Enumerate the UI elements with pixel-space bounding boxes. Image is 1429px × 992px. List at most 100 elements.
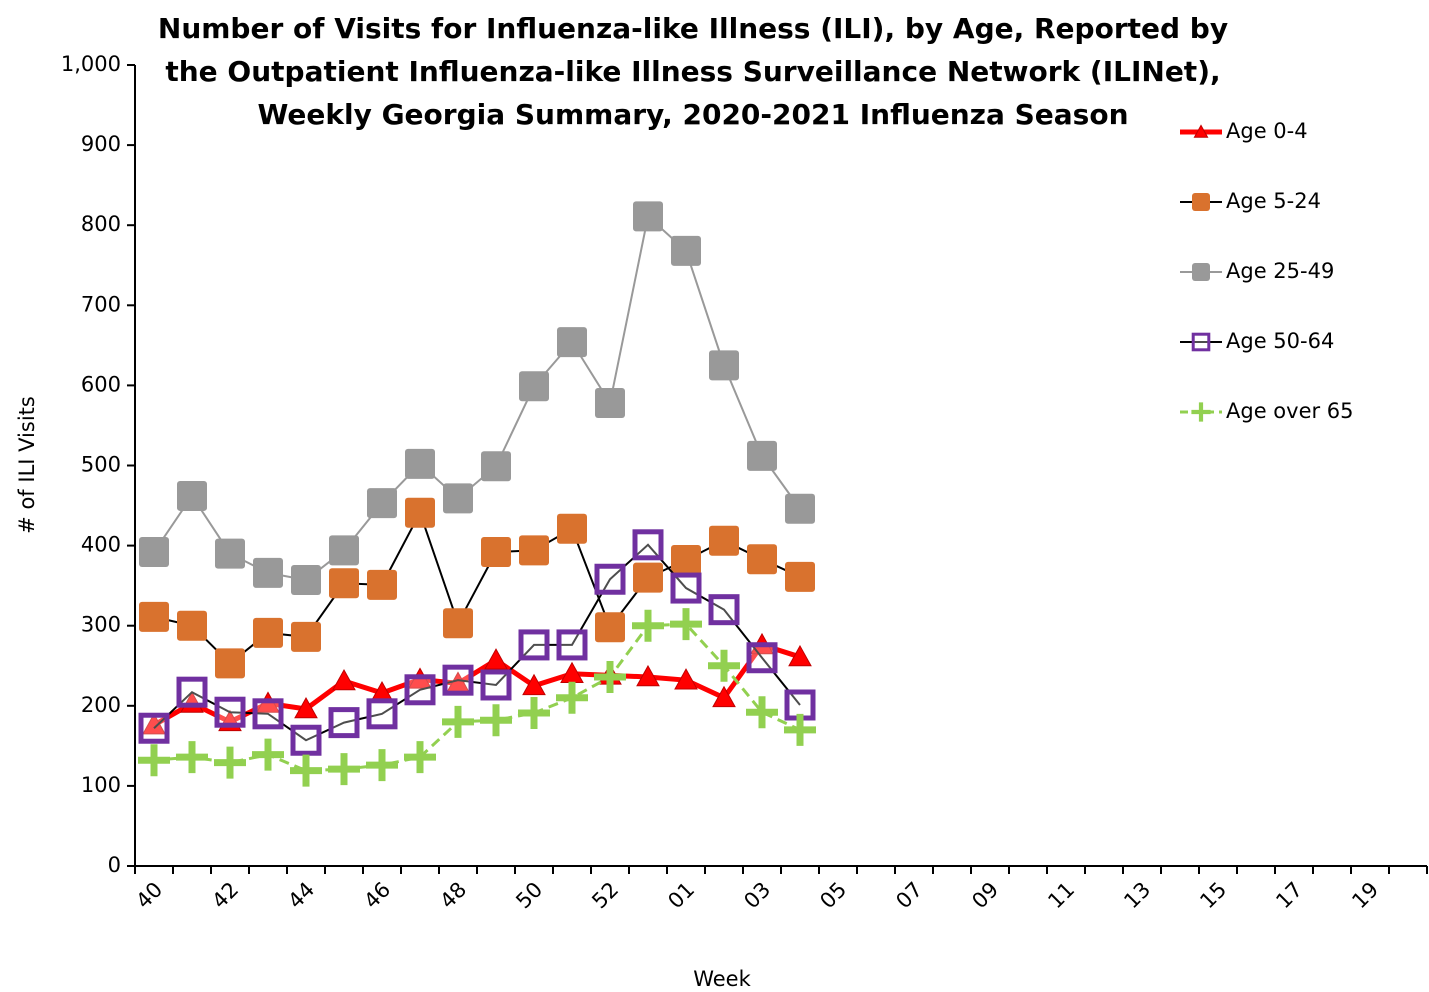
data-point xyxy=(746,642,778,674)
data-point xyxy=(522,673,546,696)
data-point xyxy=(747,440,777,471)
data-point xyxy=(557,327,587,358)
data-point xyxy=(290,754,322,787)
legend-label: Age 25-49 xyxy=(1226,259,1334,283)
data-point xyxy=(366,698,398,730)
y-tick-label: 0 xyxy=(108,853,121,877)
data-point xyxy=(291,565,321,596)
data-point xyxy=(139,601,169,632)
data-point xyxy=(139,537,169,568)
y-axis-label: # of ILI Visits xyxy=(15,396,39,534)
legend-marker xyxy=(1193,124,1209,138)
data-point xyxy=(519,371,549,402)
y-tick-label: 200 xyxy=(81,693,121,717)
data-point xyxy=(481,537,511,568)
data-point xyxy=(556,629,588,661)
data-point xyxy=(328,753,360,786)
x-tick-label: 48 xyxy=(435,877,471,913)
data-point xyxy=(442,705,474,738)
data-point xyxy=(328,707,360,739)
data-point xyxy=(252,738,284,771)
data-point xyxy=(215,648,245,679)
data-point xyxy=(214,746,246,779)
x-tick-label: 03 xyxy=(739,877,775,913)
data-point xyxy=(633,201,663,232)
x-tick-label: 17 xyxy=(1271,877,1307,913)
data-point xyxy=(556,681,588,714)
data-point xyxy=(671,545,701,576)
data-point xyxy=(404,741,436,774)
chart-title: the Outpatient Influenza-like Illness Su… xyxy=(165,55,1220,88)
data-point xyxy=(519,535,549,566)
data-point xyxy=(712,685,736,708)
data-point xyxy=(290,724,322,756)
data-point xyxy=(633,562,663,593)
x-tick-label: 07 xyxy=(891,877,927,913)
y-tick-label: 400 xyxy=(81,533,121,557)
data-point xyxy=(636,664,660,687)
data-point xyxy=(785,561,815,592)
x-tick-label: 13 xyxy=(1119,877,1155,913)
y-tick-label: 500 xyxy=(81,453,121,477)
x-tick-label: 09 xyxy=(967,877,1003,913)
data-point xyxy=(294,696,318,719)
x-tick-label: 40 xyxy=(131,877,167,913)
data-point xyxy=(442,664,474,696)
series-line xyxy=(153,622,801,773)
data-point xyxy=(215,538,245,569)
y-tick-label: 800 xyxy=(81,212,121,236)
data-point xyxy=(404,674,436,706)
data-point xyxy=(214,696,246,728)
data-point xyxy=(709,350,739,381)
y-tick-label: 300 xyxy=(81,613,121,637)
data-point xyxy=(484,648,508,670)
legend-label: Age over 65 xyxy=(1226,399,1354,423)
y-tick-label: 1,000 xyxy=(61,52,121,76)
data-point xyxy=(329,568,359,599)
x-tick-label: 11 xyxy=(1043,877,1079,913)
data-point xyxy=(746,696,778,729)
data-point xyxy=(671,235,701,266)
x-tick-label: 52 xyxy=(587,877,623,913)
data-point xyxy=(595,388,625,419)
legend-marker xyxy=(1192,193,1210,211)
data-point xyxy=(788,644,812,667)
data-point xyxy=(176,676,208,708)
legend-label: Age 50-64 xyxy=(1226,329,1334,353)
data-point xyxy=(253,557,283,588)
data-point xyxy=(480,669,512,701)
x-tick-label: 01 xyxy=(663,877,699,913)
data-point xyxy=(709,525,739,556)
x-axis-label: Week xyxy=(693,967,751,991)
data-point xyxy=(747,544,777,575)
x-tick-label: 42 xyxy=(207,877,243,913)
x-tick-label: 15 xyxy=(1195,877,1231,913)
data-point xyxy=(785,493,815,524)
chart-title: Weekly Georgia Summary, 2020-2021 Influe… xyxy=(257,98,1128,131)
data-point xyxy=(708,649,740,682)
data-point xyxy=(253,617,283,648)
data-point xyxy=(708,594,740,626)
data-point xyxy=(632,609,664,642)
data-point xyxy=(332,668,356,691)
data-point xyxy=(443,483,473,514)
data-point xyxy=(594,660,626,693)
legend-marker xyxy=(1191,332,1211,352)
x-tick-label: 46 xyxy=(359,877,395,913)
data-point xyxy=(632,529,664,561)
data-point xyxy=(670,608,702,641)
data-point xyxy=(138,744,170,777)
legend-label: Age 5-24 xyxy=(1226,189,1321,213)
x-tick-label: 05 xyxy=(815,877,851,913)
data-point xyxy=(176,741,208,774)
data-point xyxy=(405,448,435,479)
legend-marker xyxy=(1191,402,1211,422)
data-point xyxy=(138,712,170,744)
data-point xyxy=(252,698,284,730)
data-point xyxy=(674,668,698,690)
y-tick-label: 700 xyxy=(81,292,121,316)
data-point xyxy=(367,488,397,519)
legend-marker xyxy=(1192,263,1210,281)
